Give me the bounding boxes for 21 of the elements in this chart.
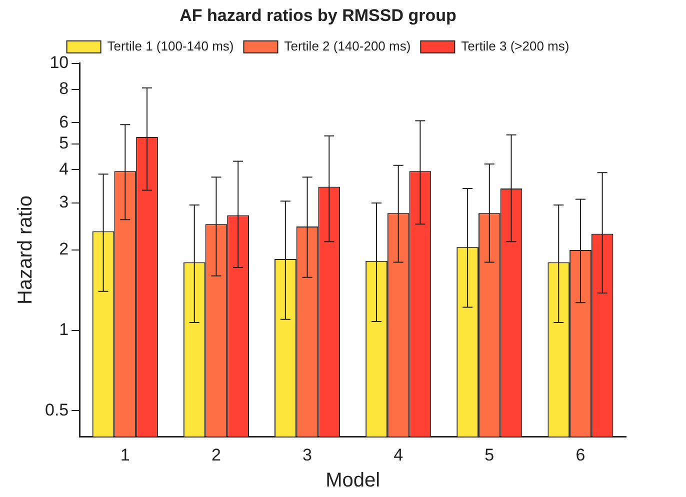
x-axis-title: Model bbox=[326, 470, 380, 492]
y-tick-label: 6 bbox=[59, 112, 69, 132]
legend-label: Tertile 3 (>200 ms) bbox=[461, 38, 570, 54]
legend-label: Tertile 2 (140-200 ms) bbox=[284, 38, 411, 54]
y-tick-label: 3 bbox=[59, 192, 69, 212]
x-tick-label: 4 bbox=[394, 445, 404, 464]
x-tick-label: 5 bbox=[484, 445, 494, 464]
y-tick-label: 1 bbox=[59, 320, 69, 340]
chart-title: AF hazard ratios by RMSSD group bbox=[180, 6, 456, 25]
y-tick-label: 8 bbox=[59, 78, 69, 98]
y-tick-label: 4 bbox=[59, 159, 69, 178]
y-tick-label: 0.5 bbox=[44, 400, 69, 420]
x-tick-label: 2 bbox=[211, 445, 221, 464]
x-tick-label: 6 bbox=[576, 445, 586, 464]
x-tick-label: 1 bbox=[120, 445, 130, 464]
y-tick-label: 10 bbox=[50, 53, 69, 72]
y-tick-label: 2 bbox=[59, 240, 69, 259]
y-tick-label: 5 bbox=[59, 133, 69, 152]
y-axis-title: Hazard ratio bbox=[14, 196, 37, 304]
x-tick-label: 3 bbox=[302, 445, 312, 464]
legend-label: Tertile 1 (100-140 ms) bbox=[107, 38, 234, 54]
